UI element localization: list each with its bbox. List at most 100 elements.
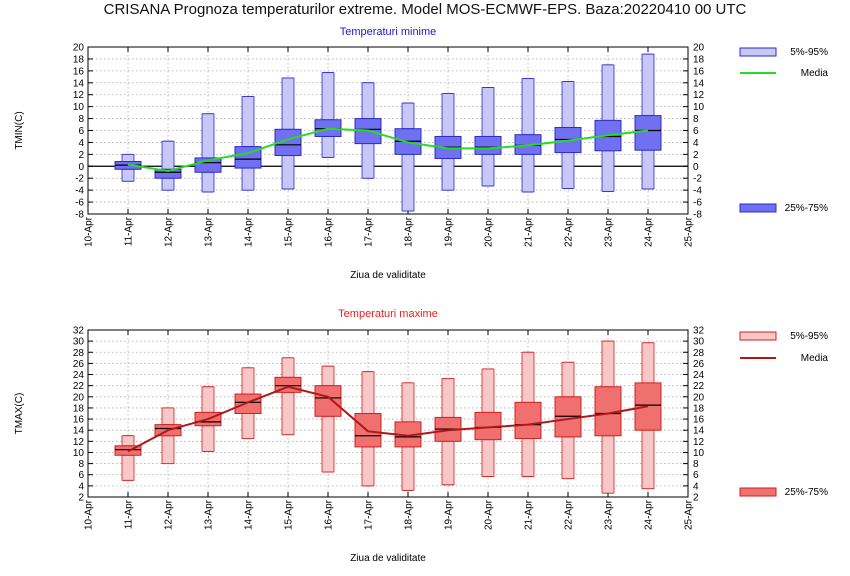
tmax-box-upper-95 [361, 371, 375, 414]
tmax-ytick-label-right: 26 [693, 359, 705, 370]
tmin-box-upper-95 [641, 53, 655, 116]
tmin-box-lower-5 [121, 168, 135, 182]
tmax-box-upper-95 [321, 365, 335, 387]
tmax-xtick-label: 24-Apr [644, 499, 655, 530]
tmin-mean-line [127, 127, 649, 173]
tmax-ytick-label-left: 6 [78, 470, 84, 481]
tmax-legend-swatch-25-75 [739, 487, 777, 497]
tmin-box-20-Apr [474, 87, 502, 187]
tmin-xtick-label: 24-Apr [644, 216, 655, 247]
tmin-box-lower-5 [481, 153, 495, 187]
tmin-ytick-label-right: 12 [693, 90, 705, 101]
tmin-ytick-label-right: 8 [693, 114, 699, 125]
tmin-ytick-label-left: 8 [78, 114, 84, 125]
tmin-box-11-Apr [114, 153, 142, 182]
tmin-box-lower-5 [161, 177, 175, 191]
tmax-xtick-label: 25-Apr [684, 499, 695, 530]
tmax-ytick-label-left: 18 [73, 403, 85, 414]
tmax-xtick-label: 20-Apr [484, 499, 495, 530]
tmin-ytick-label-left: 20 [73, 43, 85, 54]
tmax-box-lower-5 [201, 425, 215, 452]
tmin-ytick-label-left: 10 [73, 102, 85, 113]
tmax-ytick-label-right: 10 [693, 448, 705, 459]
tmax-ytick-label-right: 20 [693, 392, 705, 403]
tmin-box-iqr [474, 135, 502, 155]
tmin-ytick-label-left: 0 [78, 162, 84, 173]
tmax-ytick-label-right: 6 [693, 470, 699, 481]
tmin-box-upper-95 [361, 82, 375, 119]
tmax-xtick-label: 11-Apr [124, 499, 135, 529]
tmax-legend-label-25-75: 25%-75% [785, 487, 828, 498]
tmin-chart-title: Temperaturi minime [340, 26, 437, 38]
tmin-box-18-Apr [394, 102, 422, 212]
tmin-ylabel: TMIN(C) [14, 111, 25, 149]
tmax-ytick-label-right: 22 [693, 381, 705, 392]
tmax-box-lower-5 [321, 415, 335, 473]
tmin-box-lower-5 [601, 150, 615, 192]
tmin-box-16-Apr [314, 72, 342, 158]
tmax-box-lower-5 [161, 435, 175, 464]
tmax-ytick-label-left: 4 [78, 481, 84, 492]
tmin-box-upper-95 [401, 102, 415, 130]
tmax-ytick-label-left: 26 [73, 359, 85, 370]
tmax-box-lower-5 [281, 391, 295, 436]
tmax-xtick-label: 22-Apr [564, 499, 575, 530]
tmax-xtick-label: 23-Apr [604, 499, 615, 530]
tmax-box-upper-95 [561, 361, 575, 398]
tmax-box-15-Apr [274, 357, 302, 436]
tmin-box-iqr [154, 168, 182, 179]
tmax-xtick-label: 14-Apr [244, 499, 255, 530]
tmin-xtick-label: 21-Apr [524, 216, 535, 247]
tmax-ytick-label-right: 12 [693, 437, 705, 448]
tmin-box-lower-5 [281, 155, 295, 190]
tmin-xtick-label: 19-Apr [444, 216, 455, 247]
tmin-xtick-label: 22-Apr [564, 216, 575, 247]
tmin-box-22-Apr [554, 81, 582, 189]
tmax-legend-swatch-5-95 [739, 331, 777, 341]
tmin-ytick-label-right: -4 [693, 186, 702, 197]
tmin-box-21-Apr [514, 78, 542, 193]
tmin-ytick-label-left: -4 [75, 186, 84, 197]
tmin-ytick-label-left: 18 [73, 54, 85, 65]
tmax-ytick-label-right: 30 [693, 337, 705, 348]
tmax-box-upper-95 [441, 378, 455, 418]
tmax-xtick-label: 21-Apr [524, 499, 535, 530]
tmax-box-lower-5 [401, 446, 415, 491]
tmax-box-lower-5 [561, 436, 575, 480]
tmin-xtick-label: 25-Apr [684, 216, 695, 247]
tmax-ytick-label-left: 24 [73, 370, 85, 381]
tmax-box-11-Apr [114, 435, 142, 481]
tmax-ytick-label-right: 2 [693, 493, 699, 504]
tmin-xtick-label: 12-Apr [164, 216, 175, 247]
tmax-box-lower-5 [361, 446, 375, 487]
tmin-box-12-Apr [154, 140, 182, 191]
tmin-box-upper-95 [561, 81, 575, 128]
tmax-box-lower-5 [121, 454, 135, 481]
tmax-box-22-Apr [554, 361, 582, 480]
tmax-ytick-label-left: 8 [78, 459, 84, 470]
tmin-ytick-label-left: 6 [78, 126, 84, 137]
tmin-ytick-label-left: -2 [75, 174, 84, 185]
tmin-xtick-label: 17-Apr [364, 216, 375, 247]
tmin-box-upper-95 [521, 78, 535, 136]
tmax-box-13-Apr [194, 386, 222, 452]
tmax-box-16-Apr [314, 365, 342, 473]
main-title: CRISANA Prognoza temperaturilor extreme.… [103, 1, 747, 18]
tmin-box-lower-5 [201, 171, 215, 193]
tmax-box-iqr [514, 401, 542, 440]
tmax-xtick-label: 10-Apr [84, 499, 95, 530]
tmin-ytick-label-right: 14 [693, 78, 705, 89]
tmin-box-lower-5 [641, 149, 655, 190]
tmax-ytick-label-left: 2 [78, 493, 84, 504]
tmin-xtick-label: 14-Apr [244, 216, 255, 247]
tmin-legend-swatch-5-95 [739, 47, 777, 57]
tmax-plot-frame [87, 329, 689, 498]
tmax-ytick-label-right: 14 [693, 426, 705, 437]
tmin-xtick-label: 10-Apr [84, 216, 95, 247]
tmax-ytick-label-left: 22 [73, 381, 85, 392]
tmax-ylabel: TMAX(C) [14, 393, 25, 435]
tmax-ytick-label-left: 16 [73, 415, 85, 426]
tmin-legend-swatch-25-75 [739, 203, 777, 213]
tmin-box-upper-95 [441, 93, 455, 137]
